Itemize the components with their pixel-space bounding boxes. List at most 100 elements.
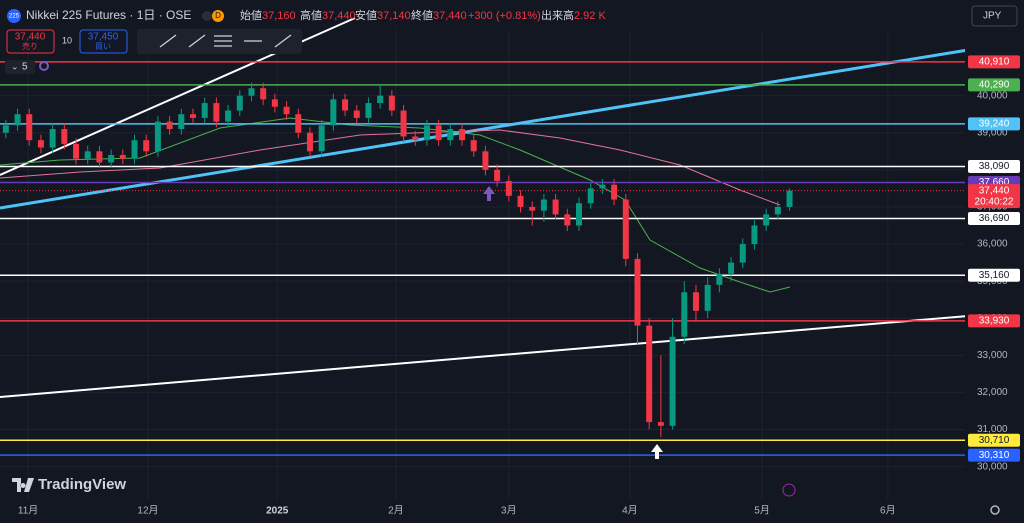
x-tick-label: 3月 — [501, 505, 517, 517]
trend-line — [0, 315, 969, 398]
event-icon[interactable] — [782, 483, 796, 497]
candle-body — [143, 140, 150, 152]
candle-body — [330, 99, 337, 126]
currency-button[interactable] — [971, 5, 1018, 27]
countdown: 20:40:22 — [975, 196, 1014, 207]
candle-body — [306, 132, 313, 152]
settings-icon[interactable] — [990, 505, 1000, 515]
candle-body — [96, 151, 103, 163]
ohlc-value: 37,160 — [262, 10, 296, 22]
candle-body — [611, 184, 618, 200]
candle-body — [435, 125, 442, 141]
y-tick-label: 39,000 — [977, 127, 1008, 138]
level-label-bg — [968, 314, 1020, 328]
marker-arrow — [651, 444, 663, 459]
indicator-toggle[interactable] — [5, 60, 35, 74]
buy-price[interactable]: 37,450 — [88, 32, 119, 43]
candle-body — [37, 140, 44, 148]
candle-body — [166, 121, 173, 130]
level-label-bg — [968, 117, 1020, 131]
symbol-badge: 225 — [9, 14, 20, 20]
level-label: 36,690 — [979, 213, 1010, 224]
candle-body — [774, 206, 781, 215]
ohlc-label: 安値 — [355, 8, 377, 22]
level-label-bg — [968, 433, 1020, 447]
ohlc-value: 37,440 — [322, 10, 356, 22]
y-tick-label: 32,000 — [977, 387, 1008, 398]
level-label: 30,310 — [979, 450, 1010, 461]
candle-body — [271, 99, 278, 107]
candle-body — [412, 136, 419, 141]
candle-body — [657, 422, 664, 426]
y-tick-label: 40,000 — [977, 90, 1008, 101]
y-tick-label: 30,000 — [977, 461, 1008, 472]
candle-body — [681, 292, 688, 337]
candle-body — [564, 214, 571, 226]
chevron[interactable]: ⌄ — [11, 61, 19, 71]
status-dot — [202, 11, 212, 21]
sell-button[interactable] — [6, 29, 55, 54]
candle-body — [365, 103, 372, 118]
candle-body — [377, 95, 384, 104]
candle-body — [283, 106, 290, 115]
indicator-count[interactable]: 5 — [22, 62, 28, 73]
symbol-icon — [7, 9, 21, 23]
sell-price[interactable]: 37,440 — [15, 32, 46, 43]
change: +300 (+0.81%) — [468, 10, 541, 22]
candle-body — [482, 151, 489, 170]
candle-body — [669, 336, 676, 426]
candle-body — [692, 292, 699, 311]
buy-button[interactable] — [79, 29, 128, 54]
level-label: 40,290 — [979, 80, 1010, 91]
candle-body — [529, 206, 536, 211]
candle-body — [540, 199, 547, 211]
candle-body — [178, 114, 185, 130]
symbol-title[interactable]: Nikkei 225 Futures · 1日 · OSE — [26, 8, 191, 22]
x-tick-label: 5月 — [754, 505, 770, 517]
level-label: 39,240 — [979, 118, 1010, 129]
level-label-bg — [968, 160, 1020, 174]
candle-body — [26, 114, 33, 141]
candle-body — [505, 180, 512, 196]
candle-body — [119, 155, 126, 159]
candle-body — [236, 95, 243, 111]
level-label: 37,660 — [979, 177, 1010, 188]
candle-body — [154, 121, 161, 152]
x-tick-label: 11月 — [18, 505, 38, 517]
candle-body — [634, 258, 641, 326]
candle-body — [108, 155, 115, 163]
level-label: 40,910 — [979, 57, 1010, 68]
candle-body — [131, 140, 138, 159]
buy-label[interactable]: 買い — [95, 42, 111, 51]
logo-mark — [12, 478, 34, 492]
candle-body — [622, 199, 629, 259]
candle-body — [447, 129, 454, 141]
candle-body — [213, 103, 220, 122]
x-tick-label: 2月 — [388, 505, 404, 517]
indicator-icon[interactable] — [39, 61, 49, 71]
candle-body — [739, 244, 746, 263]
trend-line — [0, 48, 969, 210]
candle-body — [470, 140, 477, 152]
level-label: 35,160 — [979, 270, 1010, 281]
x-tick-label: 4月 — [622, 505, 638, 517]
candle-body — [201, 103, 208, 118]
ohlc-label: 高値 — [300, 8, 322, 22]
candle-body — [494, 169, 501, 181]
candle-body — [260, 88, 267, 100]
candle-body — [318, 125, 325, 152]
candle-body — [552, 199, 559, 215]
currency[interactable]: JPY — [983, 11, 1002, 22]
logo: TradingView — [38, 476, 126, 493]
candle-body — [716, 273, 723, 285]
toolbar-icons[interactable] — [159, 34, 292, 48]
candle-body — [400, 110, 407, 137]
interval-badge: D — [215, 11, 221, 20]
candle-body — [388, 95, 395, 111]
candle-body — [704, 284, 711, 311]
volume: 2.92 K — [574, 10, 606, 22]
volume-label: 出来高 — [541, 8, 574, 22]
candle-body — [459, 129, 466, 141]
sell-label[interactable]: 売り — [22, 41, 38, 51]
candle-body — [49, 129, 56, 148]
